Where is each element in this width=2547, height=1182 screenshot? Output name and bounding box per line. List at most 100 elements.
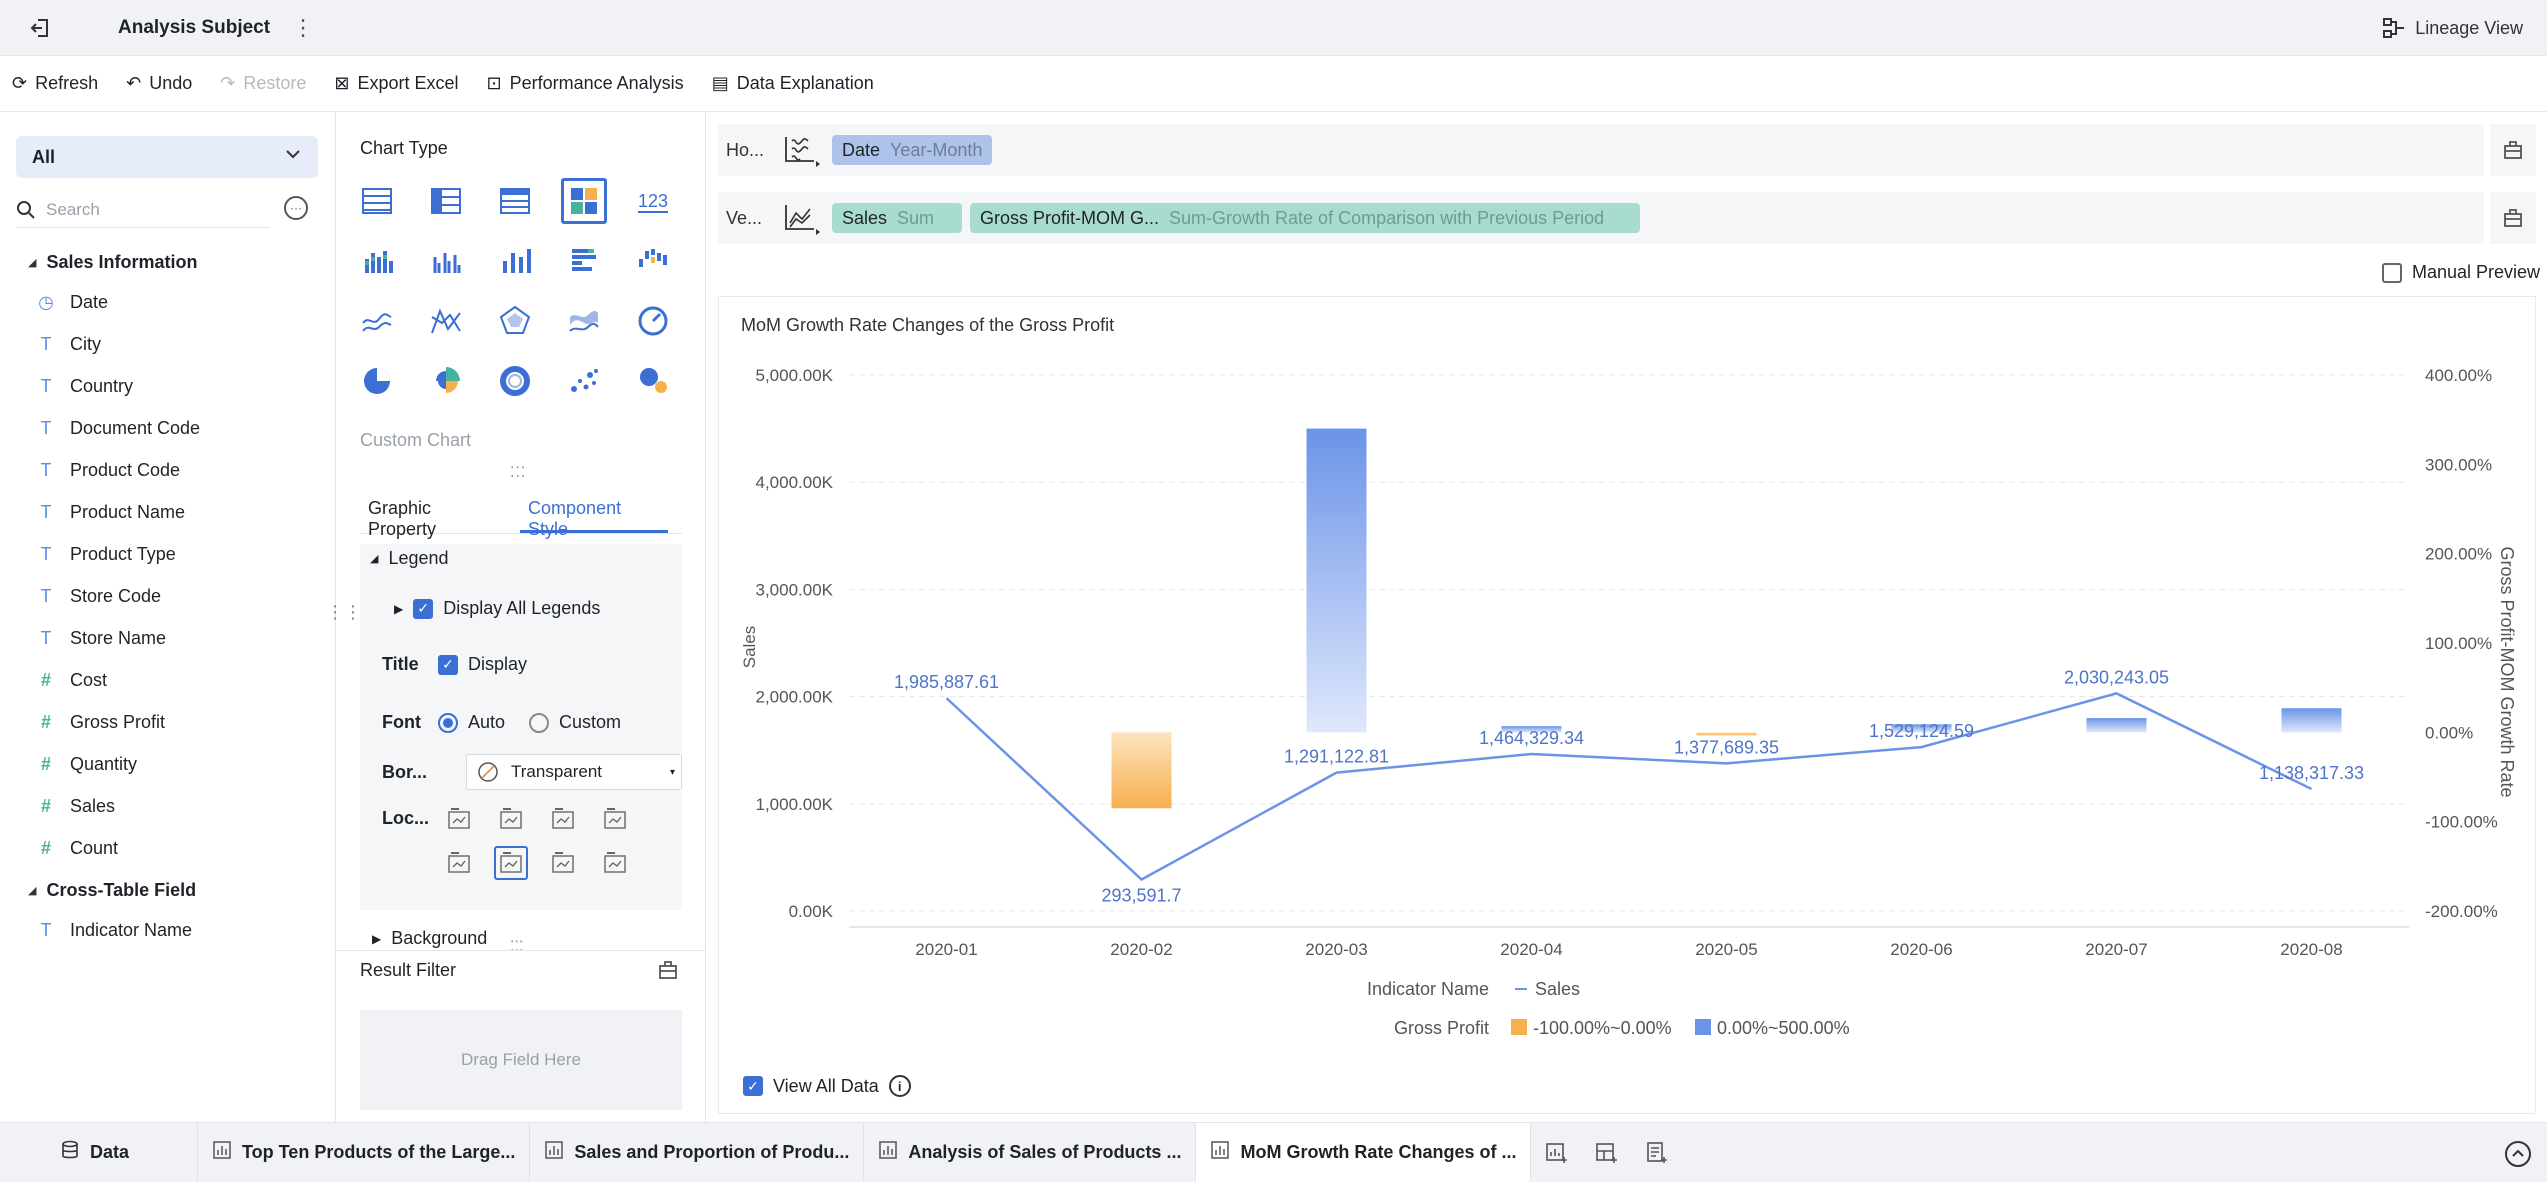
sheet-tab[interactable]: Sales and Proportion of Produ... (530, 1122, 865, 1182)
field-label: Quantity (70, 754, 138, 774)
field-item[interactable]: # Sales (36, 796, 115, 817)
gauge-icon[interactable] (630, 298, 676, 344)
add-story-icon[interactable] (1631, 1141, 1681, 1165)
field-item[interactable]: # Count (36, 838, 118, 859)
drag-handle[interactable]: ⁚⁚⁚ (510, 464, 527, 480)
collapse-icon[interactable] (2505, 1141, 2531, 1167)
border-select[interactable]: Transparent ▾ (466, 754, 682, 790)
refresh-button[interactable]: ⟳ Refresh (12, 73, 98, 94)
field-group[interactable]: ◢ Sales Information (28, 252, 198, 273)
search-input[interactable]: Search (16, 192, 270, 228)
add-chart-icon[interactable] (1531, 1141, 1581, 1165)
sheet-tab[interactable]: MoM Growth Rate Changes of ... (1196, 1122, 1532, 1182)
multi-line-icon[interactable] (423, 298, 469, 344)
detail-table-icon[interactable] (492, 178, 538, 224)
waterfall-icon[interactable] (630, 238, 676, 284)
view-all-data-toggle[interactable]: ✓ View All Data i (743, 1075, 911, 1097)
shelf-settings-icon[interactable] (2490, 124, 2536, 176)
field-item[interactable]: # Gross Profit (36, 712, 165, 733)
kpi-icon[interactable]: 123 (630, 178, 676, 224)
field-item[interactable]: T Document Code (36, 418, 201, 439)
export-excel-button[interactable]: ⊠ Export Excel (334, 73, 458, 94)
data-explanation-button[interactable]: ▤ Data Explanation (712, 73, 874, 94)
sheet-tab[interactable]: Data (46, 1122, 198, 1182)
restore-button[interactable]: ↷ Restore (220, 73, 306, 94)
field-item[interactable]: T Product Code (36, 460, 181, 481)
date-pill[interactable]: Date Year-Month (832, 135, 993, 165)
sheet-tab[interactable]: Top Ten Products of the Large... (198, 1122, 531, 1182)
combo-chart[interactable]: 0.00K 1,000.00K 2,000.00K 3,000.00K 4,000.00… (719, 297, 2535, 1057)
rose-icon[interactable] (423, 358, 469, 404)
legend-top-left-icon[interactable] (442, 802, 476, 836)
stream-icon[interactable] (561, 298, 607, 344)
title-display-checkbox[interactable]: ✓ (438, 654, 458, 675)
legend-right-icon[interactable] (598, 846, 632, 880)
horizontal-axis-icon[interactable] (772, 124, 832, 176)
scatter-icon[interactable] (561, 358, 607, 404)
legend-bottom-left-icon[interactable] (442, 846, 476, 880)
add-dashboard-icon[interactable] (1581, 1141, 1631, 1165)
sheet-tab[interactable]: Analysis of Sales of Products ... (864, 1122, 1197, 1182)
manual-preview-toggle[interactable]: Manual Preview (2382, 262, 2540, 283)
field-item[interactable]: # Cost (36, 670, 107, 691)
vertical-axis-icon[interactable] (772, 192, 832, 244)
radar-icon[interactable] (492, 298, 538, 344)
filter-settings-icon[interactable] (658, 960, 678, 985)
filter-drop-zone[interactable]: Drag Field Here (360, 1010, 682, 1110)
combo-chart-icon[interactable] (561, 178, 607, 224)
field-item[interactable]: T Country (36, 376, 134, 397)
view-all-data-checkbox[interactable]: ✓ (743, 1076, 763, 1096)
tab-component-style[interactable]: Component Style (520, 482, 668, 539)
table-icon[interactable] (354, 178, 400, 224)
legend-top-right-icon[interactable] (546, 802, 580, 836)
stacked-bar-icon[interactable] (354, 238, 400, 284)
horizontal-bar-icon[interactable] (561, 238, 607, 284)
more-options-icon[interactable]: ··· (284, 196, 308, 220)
performance-analysis-button[interactable]: ⊡ Performance Analysis (487, 73, 684, 94)
legend-section-toggle[interactable]: ◢ Legend (370, 548, 449, 569)
grouped-bar-icon[interactable] (423, 238, 469, 284)
dataset-selector[interactable]: All (16, 136, 318, 178)
shelf-settings-icon[interactable] (2490, 192, 2536, 244)
undo-button[interactable]: ↶ Undo (126, 73, 192, 94)
sales-pill[interactable]: Sales Sum (832, 203, 962, 233)
panel-resize-handle[interactable]: ⋮⋮ (326, 602, 362, 622)
legend-bottom-icon[interactable] (494, 846, 528, 880)
info-icon[interactable]: i (888, 1075, 911, 1097)
exit-icon[interactable] (0, 0, 80, 56)
background-section-toggle[interactable]: ▶ Background (372, 928, 487, 949)
font-custom-radio[interactable] (529, 712, 550, 733)
more-icon[interactable]: ⋮ (292, 14, 315, 40)
field-item[interactable]: ◷ Date (36, 292, 108, 313)
x-tick-label: 2020-01 (915, 940, 977, 959)
donut-icon[interactable] (492, 358, 538, 404)
custom-chart-label[interactable]: Custom Chart (360, 430, 472, 450)
legend-top-icon[interactable] (494, 802, 528, 836)
lineage-view-button[interactable]: Lineage View (2383, 0, 2523, 56)
drag-handle[interactable]: ⁚⁚⁚ (510, 938, 524, 954)
legend-left-icon[interactable] (546, 846, 580, 880)
area-icon[interactable] (354, 298, 400, 344)
field-item[interactable]: T Store Name (36, 628, 167, 649)
field-label: Product Code (70, 460, 181, 480)
field-item[interactable]: # Quantity (36, 754, 137, 775)
x-tick-label: 2020-03 (1305, 940, 1367, 959)
pie-icon[interactable] (354, 358, 400, 404)
tab-graphic-property[interactable]: Graphic Property (368, 498, 437, 539)
field-item[interactable]: T Product Name (36, 502, 186, 523)
manual-preview-checkbox[interactable] (2382, 262, 2402, 283)
field-item[interactable]: T Indicator Name (36, 920, 193, 941)
field-group[interactable]: ◢ Cross-Table Field (28, 880, 196, 901)
gross-profit-mom-pill[interactable]: Gross Profit-MOM G... Sum-Growth Rate of… (970, 203, 1640, 233)
field-item[interactable]: T Product Type (36, 544, 176, 565)
caret-right-icon[interactable]: ▶ (394, 601, 404, 616)
font-auto-radio[interactable] (438, 712, 458, 733)
field-item[interactable]: T Store Code (36, 586, 162, 607)
display-all-legends-checkbox[interactable]: ✓ (413, 598, 434, 619)
column-icon[interactable] (492, 238, 538, 284)
legend-sales-item: Sales (1535, 979, 1580, 999)
cross-table-icon[interactable] (423, 178, 469, 224)
legend-right-top-icon[interactable] (598, 802, 632, 836)
bubble-icon[interactable] (630, 358, 676, 404)
field-item[interactable]: T City (36, 334, 102, 355)
